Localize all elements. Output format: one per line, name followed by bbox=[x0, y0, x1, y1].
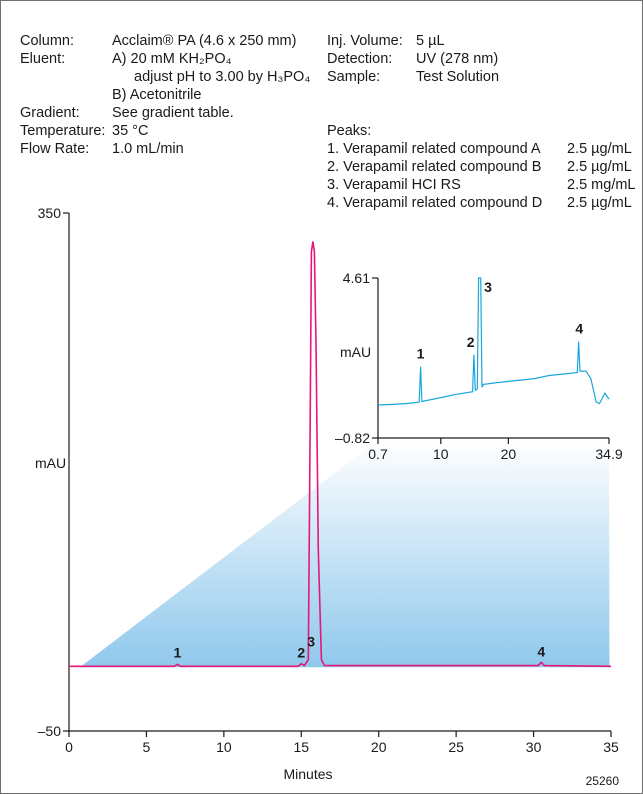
main-x-ticks: 0 5 10 15 20 25 30 35 bbox=[65, 731, 619, 755]
column-label: Column: bbox=[20, 33, 74, 49]
peak-entry-name: 3. Verapamil HCI RS bbox=[327, 177, 461, 193]
detection-value: UV (278 nm) bbox=[416, 51, 499, 67]
eluent-a-line2: adjust pH to 3.00 by H₃PO₄ bbox=[134, 69, 311, 85]
peak-label-3: 3 bbox=[307, 633, 315, 649]
peaks-label: Peaks: bbox=[327, 123, 372, 139]
peak-entry-conc: 2.5 µg/mL bbox=[567, 141, 632, 157]
sample-label: Sample: bbox=[327, 69, 381, 85]
inset-y-tick-label: –0.82 bbox=[335, 430, 370, 446]
inset-x-tick-label: 20 bbox=[501, 446, 517, 462]
inset-trace bbox=[377, 277, 610, 406]
inset-peak-label-2: 2 bbox=[467, 334, 475, 350]
inset-peak-labels: 1 2 3 4 bbox=[417, 279, 584, 362]
figure-code: 25260 bbox=[586, 774, 620, 788]
detection-label: Detection: bbox=[327, 51, 393, 67]
flow-rate-label: Flow Rate: bbox=[20, 141, 90, 157]
inset-axes: –0.82 4.61 0.7 10 20 34.9 bbox=[335, 270, 623, 462]
x-tick-label: 30 bbox=[526, 739, 542, 755]
inj-volume-label: Inj. Volume: bbox=[327, 33, 403, 49]
inset-y-axis-title: mAU bbox=[340, 344, 371, 360]
inset-peak-label-4: 4 bbox=[575, 321, 583, 337]
peak-label-1: 1 bbox=[174, 645, 182, 661]
inset-x-tick-label: 34.9 bbox=[595, 446, 622, 462]
peak-entry-conc: 2.5 µg/mL bbox=[567, 195, 632, 211]
x-axis-title: Minutes bbox=[283, 766, 332, 782]
temperature-label: Temperature: bbox=[20, 123, 106, 139]
inset-peak-label-3: 3 bbox=[484, 279, 492, 295]
peak-entry-name: 4. Verapamil related compound D bbox=[327, 195, 543, 211]
main-axes: –50 350 bbox=[38, 205, 611, 739]
inset-peak-label-1: 1 bbox=[417, 346, 425, 362]
peak-label-4: 4 bbox=[537, 643, 545, 659]
zoom-region-band bbox=[79, 440, 610, 668]
peak-label-2: 2 bbox=[297, 645, 305, 661]
y-tick-label: 350 bbox=[38, 205, 62, 221]
x-tick-label: 20 bbox=[371, 739, 387, 755]
main-trace bbox=[69, 241, 612, 668]
temperature-value: 35 °C bbox=[112, 123, 149, 139]
peak-entry-name: 1. Verapamil related compound A bbox=[327, 141, 541, 157]
peak-entry-conc: 2.5 mg/mL bbox=[567, 177, 636, 193]
inset-x-tick-label: 0.7 bbox=[368, 446, 388, 462]
x-tick-label: 0 bbox=[65, 739, 73, 755]
inset-y-tick-label: 4.61 bbox=[343, 270, 370, 286]
sample-value: Test Solution bbox=[416, 69, 500, 85]
peak-entry-name: 2. Verapamil related compound B bbox=[327, 159, 542, 175]
x-tick-label: 25 bbox=[448, 739, 464, 755]
peak-entry-conc: 2.5 µg/mL bbox=[567, 159, 632, 175]
gradient-label: Gradient: bbox=[20, 105, 80, 121]
x-tick-label: 10 bbox=[216, 739, 232, 755]
y-tick-label: –50 bbox=[38, 723, 62, 739]
inset-background bbox=[378, 278, 609, 438]
x-tick-label: 5 bbox=[143, 739, 151, 755]
x-tick-label: 35 bbox=[603, 739, 619, 755]
inset-x-tick-label: 10 bbox=[433, 446, 449, 462]
eluent-label: Eluent: bbox=[20, 51, 66, 67]
eluent-a-line1: A) 20 mM KH₂PO₄ bbox=[112, 51, 232, 67]
column-value: Acclaim® PA (4.6 x 250 mm) bbox=[112, 33, 297, 49]
gradient-value: See gradient table. bbox=[112, 105, 234, 121]
eluent-b: B) Acetonitrile bbox=[112, 87, 202, 103]
x-tick-label: 15 bbox=[293, 739, 309, 755]
inj-volume-value: 5 µL bbox=[416, 33, 445, 49]
main-peak-labels: 1 23 4 bbox=[174, 633, 546, 660]
y-axis-title: mAU bbox=[35, 455, 66, 471]
flow-rate-value: 1.0 mL/min bbox=[112, 141, 184, 157]
